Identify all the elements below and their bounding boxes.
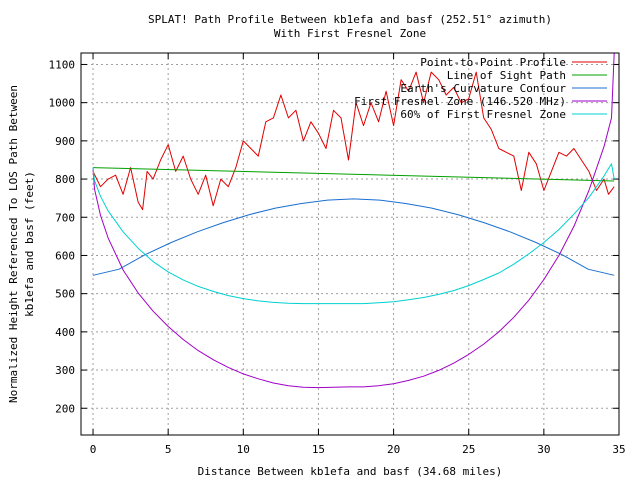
series-line-point-to-point-profile [92, 71, 615, 211]
y-tick-label: 800 [55, 173, 75, 186]
series-layer [92, 52, 615, 389]
series-line-earth-s-curvature-contour [92, 198, 615, 276]
plot-frame [80, 52, 620, 436]
y-tick-label: 1000 [49, 97, 76, 110]
chart-subtitle: With First Fresnel Zone [274, 27, 426, 40]
series-line-line-of-sight-path [92, 167, 615, 182]
chart-title: SPLAT! Path Profile Between kb1efa and b… [148, 13, 552, 26]
legend-label: First Fresnel Zone (146.520 MHz) [354, 95, 566, 108]
y-tick-label: 600 [55, 249, 75, 262]
x-tick-label: 20 [387, 443, 400, 456]
y-tick-label: 200 [55, 402, 75, 415]
y-tick-label: 400 [55, 326, 75, 339]
y-axis-label-line-2: kb1efa and basf (feet) [23, 171, 36, 317]
y-axis-label-line-1: Normalized Height Referenced To LOS Path… [7, 85, 20, 403]
series-line-first-fresnel-zone-146-520-mhz [92, 52, 615, 389]
legend-label: 60% of First Fresnel Zone [400, 108, 566, 121]
x-tick-label: 35 [612, 443, 625, 456]
x-tick-label: 15 [312, 443, 325, 456]
y-tick-label: 500 [55, 288, 75, 301]
y-tick-label: 300 [55, 364, 75, 377]
x-tick-label: 5 [165, 443, 172, 456]
legend-label: Earth's Curvature Contour [400, 82, 566, 95]
y-tick-label: 900 [55, 135, 75, 148]
y-tick-label: 700 [55, 211, 75, 224]
legend-label: Point-to-Point Profile [420, 56, 566, 69]
y-tick-label: 1100 [49, 58, 76, 71]
legend-label: Line of Sight Path [447, 69, 566, 82]
x-tick-label: 25 [462, 443, 475, 456]
x-tick-label: 10 [237, 443, 250, 456]
x-tick-label: 30 [537, 443, 550, 456]
series-line-60-of-first-fresnel-zone [92, 163, 615, 305]
x-axis-label: Distance Between kb1efa and basf (34.68 … [198, 465, 503, 478]
axis-layer: 200 300 400 500 600 700 800 900 1000 1100 0 5 10 15 20… [49, 53, 626, 456]
x-tick-label: 0 [90, 443, 97, 456]
